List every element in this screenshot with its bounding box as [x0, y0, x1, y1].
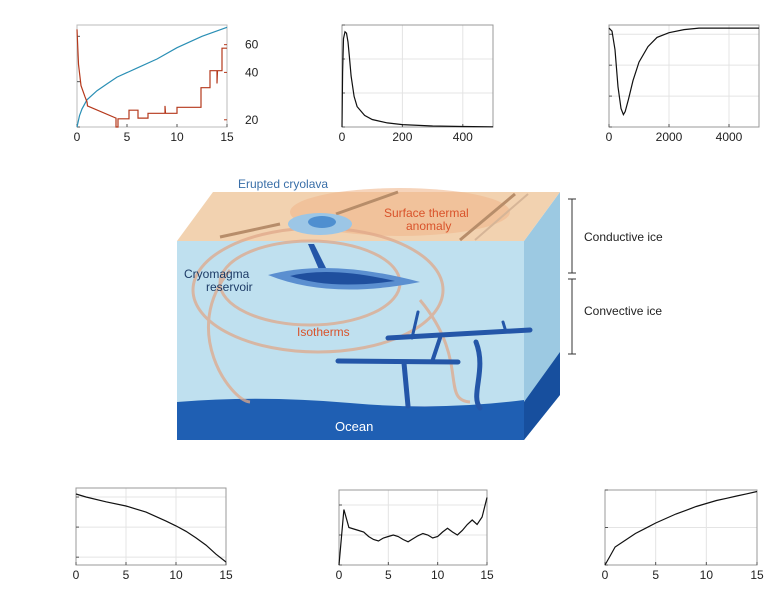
chart-panel-a: 0 5 10 15 20 40 60 — [74, 24, 259, 144]
surface-ridge — [335, 190, 399, 216]
axes-box — [76, 24, 228, 128]
cracks — [335, 310, 533, 411]
x-tick-label: 0 — [606, 130, 613, 144]
x-tick-label: 15 — [480, 568, 494, 582]
label-convective-ice: Convective ice — [584, 304, 662, 318]
label-isotherms: Isotherms — [297, 325, 350, 339]
chart-panel-d: 0 5 10 15 — [73, 487, 233, 582]
axes-box — [341, 24, 494, 128]
x-tick-label: 400 — [453, 130, 473, 144]
surface-ridge — [474, 193, 529, 241]
axes-box — [338, 489, 488, 566]
label-conductive-ice: Conductive ice — [584, 230, 663, 244]
ocean-layer — [177, 398, 524, 440]
axes-box — [75, 487, 227, 566]
block-front-ice — [177, 241, 524, 406]
feeder-dike — [308, 244, 328, 272]
reservoir-core — [290, 272, 395, 285]
series-line-main — [608, 27, 759, 116]
y2-tick-label: 60 — [245, 38, 259, 52]
x-tick-label: 2000 — [656, 130, 683, 144]
x-tick-label: 15 — [219, 568, 233, 582]
erupted-cryolava-core — [308, 216, 336, 228]
y2-tick-label: 20 — [245, 113, 259, 127]
label-ocean: Ocean — [335, 419, 373, 434]
surface-ridge — [459, 192, 516, 242]
series-line-main — [341, 30, 494, 128]
chart-panel-e: 0 5 10 15 — [336, 489, 494, 582]
x-tick-label: 5 — [385, 568, 392, 582]
surface-ridge — [219, 222, 281, 239]
label-erupted-cryolava: Erupted cryolava — [238, 177, 328, 191]
label-surface-anomaly-1: Surface thermal — [384, 206, 469, 220]
x-tick-label: 15 — [750, 568, 764, 582]
chart-panel-f: 0 5 10 15 — [602, 489, 764, 582]
x-tick-label: 5 — [124, 130, 131, 144]
series-line-main — [604, 490, 758, 566]
axes-box — [608, 24, 760, 128]
x-tick-label: 10 — [431, 568, 445, 582]
x-tick-label: 0 — [339, 130, 346, 144]
x-tick-label: 4000 — [716, 130, 743, 144]
x-tick-label: 15 — [220, 130, 234, 144]
x-tick-label: 10 — [700, 568, 714, 582]
x-tick-label: 5 — [123, 568, 130, 582]
ice-shell-diagram: Erupted cryolava Surface thermal anomaly… — [177, 177, 663, 440]
series-line-left — [76, 26, 228, 128]
x-tick-label: 200 — [392, 130, 412, 144]
x-tick-label: 0 — [602, 568, 609, 582]
x-tick-label: 5 — [652, 568, 659, 582]
label-surface-anomaly-2: anomaly — [406, 219, 451, 233]
series-line-main — [338, 497, 488, 566]
y2-tick-label: 40 — [245, 65, 259, 79]
series-line-main — [75, 493, 227, 563]
x-tick-label: 0 — [74, 130, 81, 144]
x-tick-label: 10 — [169, 568, 183, 582]
label-reservoir-1: Cryomagma — [184, 267, 250, 281]
block-right-ocean — [524, 352, 560, 440]
x-tick-label: 0 — [336, 568, 343, 582]
chart-panel-b: 0 200 400 — [339, 24, 494, 144]
layer-brackets — [568, 198, 576, 355]
label-reservoir-2: reservoir — [206, 280, 253, 294]
series-line-right — [76, 29, 227, 128]
x-tick-label: 10 — [170, 130, 184, 144]
chart-panel-c: 0 2000 4000 — [606, 24, 760, 144]
x-tick-label: 0 — [73, 568, 80, 582]
